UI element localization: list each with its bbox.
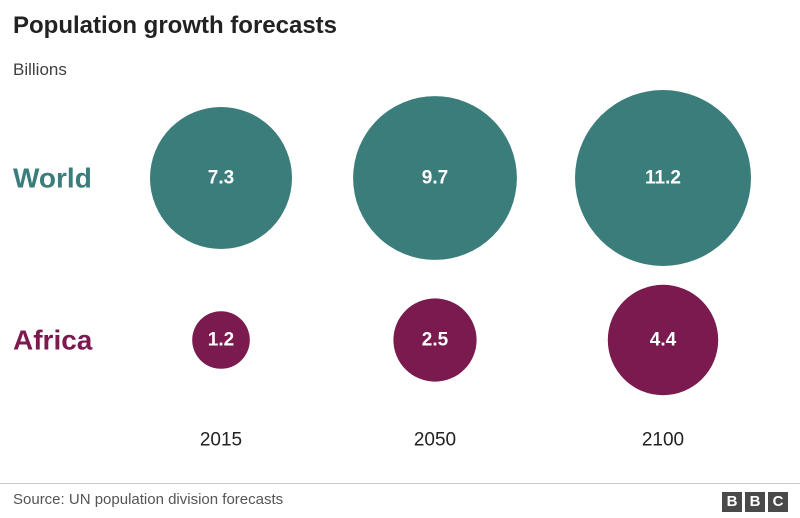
data-label-africa-2100: 4.4 [650, 330, 677, 351]
data-label-africa-2015: 1.2 [208, 330, 234, 351]
data-label-africa-2050: 2.5 [422, 330, 449, 351]
data-label-world-2015: 7.3 [208, 168, 234, 189]
bubble-africa-2050 [393, 298, 477, 382]
bubble-world-2100 [575, 90, 751, 266]
chart-subtitle: Billions [13, 60, 67, 79]
bbc-logo: B B C [722, 492, 788, 512]
logo-letter-b1: B [722, 492, 742, 512]
logo-letter-c: C [768, 492, 788, 512]
logo-letter-b2: B [745, 492, 765, 512]
data-label-world-2100: 11.2 [645, 168, 681, 189]
data-label-world-2050: 9.7 [422, 168, 448, 189]
year-label-2050: 2050 [414, 430, 456, 451]
bubble-africa-2015 [192, 311, 250, 369]
bubble-world-2050 [353, 96, 517, 260]
chart-title: Population growth forecasts [13, 12, 338, 39]
bubble-africa-2100 [607, 284, 719, 396]
source-note: Source: UN population division forecasts [13, 491, 284, 508]
bubble-world-2015 [150, 107, 292, 249]
footer-divider [0, 483, 800, 484]
bubble-chart: World 7.3 9.7 11.2 Africa 1.2 2.5 4.4 2015 2050 21… [13, 90, 751, 451]
year-label-2015: 2015 [200, 430, 242, 451]
year-label-2100: 2100 [642, 430, 684, 451]
series-label-africa: Africa [13, 325, 93, 356]
series-label-world: World [13, 163, 92, 194]
